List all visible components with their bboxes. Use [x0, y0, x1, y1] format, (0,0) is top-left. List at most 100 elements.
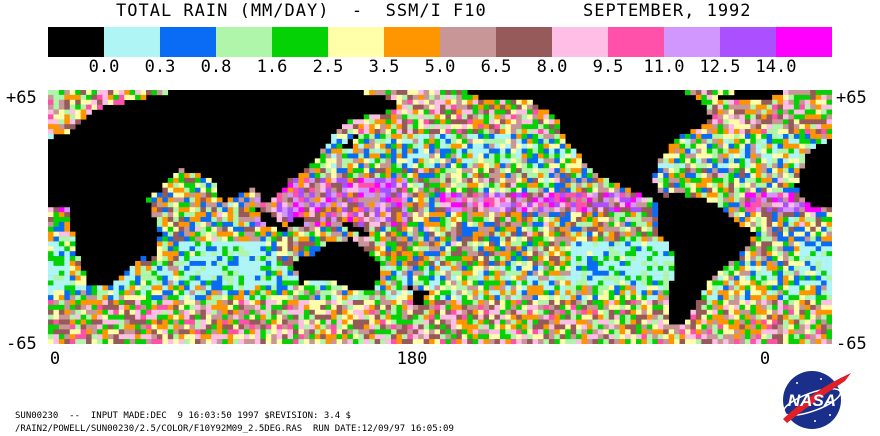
rain-cell	[597, 212, 604, 218]
rain-cell	[587, 290, 593, 296]
rain-cell	[276, 212, 283, 218]
rain-cell	[113, 285, 120, 291]
rain-cell	[625, 309, 631, 315]
rain-cell	[189, 324, 196, 330]
rain-cell	[244, 256, 250, 262]
rain-cell	[129, 324, 136, 330]
rain-cell	[478, 163, 484, 169]
rain-cell	[320, 148, 326, 154]
rain-cell	[521, 124, 528, 130]
rain-cell	[450, 187, 457, 193]
rain-cell	[380, 241, 386, 247]
rain-cell	[374, 168, 381, 174]
rain-cell	[570, 309, 577, 315]
rain-cell	[211, 251, 218, 257]
rain-cell	[510, 182, 517, 188]
rain-cell	[521, 319, 528, 325]
rain-cell	[363, 295, 370, 301]
rain-cell	[821, 114, 827, 120]
rain-cell	[102, 285, 109, 291]
rain-cell	[244, 314, 250, 320]
rain-cell	[826, 99, 832, 105]
rain-cell	[576, 256, 582, 262]
rain-cell	[587, 197, 593, 203]
rain-cell	[184, 285, 190, 291]
rain-cell	[505, 104, 512, 110]
rain-cell	[663, 251, 669, 257]
rain-cell	[603, 241, 610, 247]
rain-cell	[532, 153, 539, 159]
rain-cell	[374, 143, 381, 149]
rain-cell	[64, 270, 71, 276]
rain-cell	[646, 285, 653, 291]
rain-cell	[766, 133, 773, 140]
rain-cell	[755, 246, 762, 252]
rain-cell	[336, 319, 343, 325]
rain-cell	[156, 256, 163, 262]
rain-cell	[777, 295, 784, 301]
rain-cell	[755, 129, 762, 135]
rain-cell	[815, 129, 822, 135]
rain-cell	[461, 260, 468, 267]
rain-cell	[423, 295, 430, 301]
rain-cell	[734, 202, 740, 208]
rain-cell	[58, 275, 65, 281]
rain-cell	[554, 119, 561, 125]
rain-cell	[347, 231, 354, 237]
rain-cell	[450, 246, 457, 252]
legend-swatch-3	[216, 27, 272, 57]
rain-cell	[799, 275, 806, 281]
rain-cell	[156, 251, 163, 257]
rain-cell	[200, 221, 207, 228]
rain-cell	[505, 207, 512, 213]
rain-cell	[592, 221, 599, 228]
rain-cell	[86, 104, 92, 110]
rain-cell	[554, 158, 561, 164]
rain-cell	[450, 295, 457, 301]
rain-cell	[227, 309, 234, 315]
rain-cell	[124, 324, 130, 330]
rain-cell	[630, 309, 637, 315]
rain-cell	[636, 236, 642, 242]
rain-cell	[450, 177, 457, 184]
rain-cell	[489, 192, 495, 198]
rain-cell	[641, 251, 648, 257]
rain-cell	[293, 207, 299, 213]
rain-cell	[396, 94, 403, 101]
rain-cell	[173, 207, 179, 213]
rain-cell	[777, 109, 784, 115]
rain-cell	[396, 217, 403, 223]
rain-cell	[162, 290, 169, 296]
rain-cell	[118, 275, 125, 281]
rain-cell	[80, 109, 87, 115]
rain-cell	[516, 177, 522, 184]
rain-cell	[570, 192, 577, 198]
rain-cell	[238, 251, 245, 257]
rain-cell	[750, 285, 757, 291]
rain-cell	[423, 94, 430, 101]
rain-cell	[445, 99, 452, 105]
rain-cell	[793, 202, 800, 208]
rain-cell	[761, 221, 767, 228]
rain-cell	[799, 221, 806, 228]
rain-cell	[91, 285, 98, 291]
rain-cell	[788, 202, 795, 208]
rain-cell	[91, 300, 98, 306]
rain-cell	[723, 309, 729, 315]
rain-cell	[772, 129, 778, 135]
rain-cell	[358, 221, 365, 228]
rain-cell	[189, 212, 196, 218]
rain-cell	[352, 290, 359, 296]
rain-cell	[766, 226, 773, 232]
rain-cell	[772, 187, 778, 193]
rain-cell	[407, 246, 414, 252]
rain-cell	[755, 114, 762, 120]
rain-cell	[418, 285, 424, 291]
rain-cell	[309, 197, 316, 203]
rain-cell	[227, 324, 234, 330]
rain-cell	[472, 285, 479, 291]
rain-cell	[799, 138, 806, 145]
rain-cell	[499, 295, 506, 301]
rain-cell	[548, 226, 555, 232]
rain-cell	[499, 104, 506, 110]
